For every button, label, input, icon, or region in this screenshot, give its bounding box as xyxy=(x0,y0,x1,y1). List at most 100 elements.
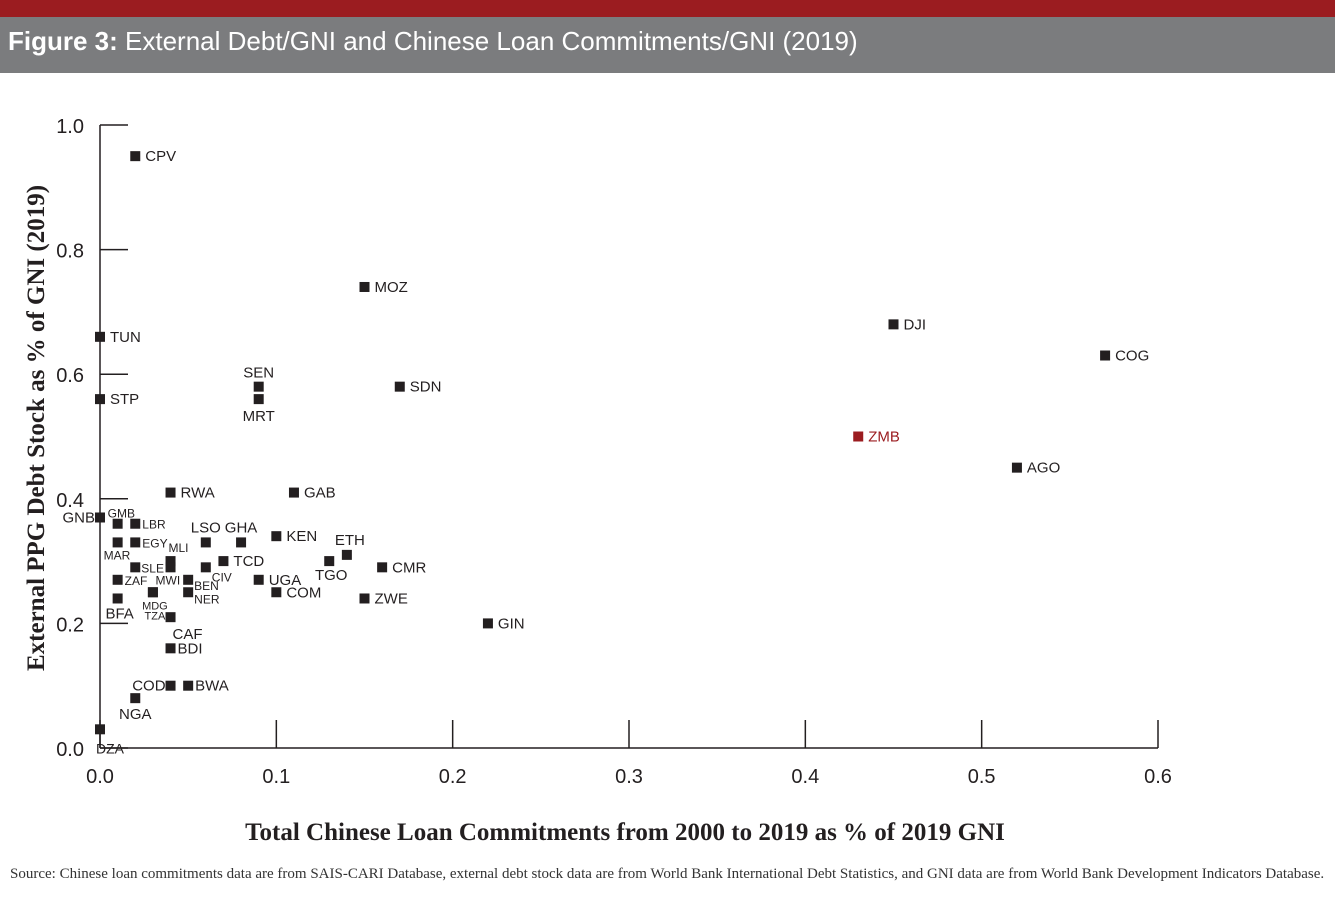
point-gmb xyxy=(112,518,123,529)
point-label-bfa: BFA xyxy=(105,605,133,622)
point-label-nga: NGA xyxy=(119,706,152,723)
point-label-gmb: GMB xyxy=(108,507,135,521)
point-bwa xyxy=(183,680,194,691)
y-tick-label: 0.0 xyxy=(56,739,84,761)
scatter-chart: 0.00.20.40.60.81.00.0 0.1 0.2 0.3 0.4 0.5 0.6 … xyxy=(23,116,1172,846)
point-zwe xyxy=(359,593,370,604)
point-label-rwa: RWA xyxy=(181,485,215,502)
point-label-cpv: CPV xyxy=(145,148,176,165)
point-label-ner: NER xyxy=(194,592,220,606)
point-label-cod: COD xyxy=(132,678,166,695)
point-civ xyxy=(200,562,211,573)
point-label-tgo: TGO xyxy=(315,567,348,584)
figure-title-bar: Figure 3: External Debt/GNI and Chinese … xyxy=(0,17,1335,73)
point-ben xyxy=(183,574,194,585)
y-axis-title: External PPG Debt Stock as % of GNI (201… xyxy=(23,185,50,671)
point-label-mwi: MWI xyxy=(156,573,181,587)
point-label-lso: LSO xyxy=(191,519,221,536)
top-accent-bar xyxy=(0,0,1335,17)
point-label-cmr: CMR xyxy=(392,559,426,576)
point-tcd xyxy=(218,556,229,567)
point-label-ben: BEN xyxy=(194,579,219,593)
point-lso xyxy=(200,537,211,548)
point-gab xyxy=(288,487,299,498)
point-label-stp: STP xyxy=(110,391,139,408)
y-tick-label: 1.0 xyxy=(56,116,84,138)
point-label-gnb: GNB xyxy=(62,509,95,526)
x-tick-label: 0.1 xyxy=(262,766,290,788)
point-stp xyxy=(95,394,105,405)
point-mwi xyxy=(165,562,176,573)
point-bdi xyxy=(165,643,176,654)
x-tick-label: 0.5 xyxy=(968,766,996,788)
point-labels: CPV MOZ DJI COG TUN SEN MRT SDN STP ZMB AGO RWA GAB G… xyxy=(62,148,1149,756)
point-label-zwe: ZWE xyxy=(375,590,408,607)
figure-number: Figure 3: xyxy=(8,26,118,56)
point-dza xyxy=(95,724,105,735)
point-egy xyxy=(130,537,141,548)
point-cmr xyxy=(377,562,388,573)
point-mrt xyxy=(253,394,264,405)
point-label-ken: KEN xyxy=(286,528,317,545)
point-label-lbr: LBR xyxy=(142,518,166,532)
point-lbr xyxy=(130,518,141,529)
point-label-gha: GHA xyxy=(225,519,258,536)
point-label-dza: DZA xyxy=(96,740,125,756)
x-tick-label: 0.6 xyxy=(1144,766,1172,788)
point-label-sen: SEN xyxy=(243,365,274,382)
point-cod xyxy=(165,680,176,691)
x-tick-label: 0.3 xyxy=(615,766,643,788)
point-cog xyxy=(1100,350,1111,361)
point-zmb xyxy=(853,431,864,442)
point-uga xyxy=(253,574,264,585)
point-label-tun: TUN xyxy=(110,329,141,346)
y-tick-label: 0.8 xyxy=(56,241,84,263)
point-com xyxy=(271,587,282,598)
point-tun xyxy=(95,331,105,342)
point-label-gab: GAB xyxy=(304,485,336,502)
point-label-mdg: MDG xyxy=(142,600,168,612)
point-bfa xyxy=(112,593,123,604)
point-label-com: COM xyxy=(286,584,321,601)
point-label-bwa: BWA xyxy=(195,678,229,695)
point-tgo xyxy=(324,556,335,567)
point-gha xyxy=(236,537,247,548)
point-label-zmb: ZMB xyxy=(868,429,900,446)
point-label-civ: CIV xyxy=(212,570,232,584)
point-label-caf: CAF xyxy=(173,626,203,643)
point-label-sdn: SDN xyxy=(410,379,442,396)
point-ago xyxy=(1011,462,1022,473)
y-tick-label: 0.4 xyxy=(56,490,84,512)
point-sdn xyxy=(394,381,405,392)
point-caf xyxy=(165,612,176,623)
source-note: Source: Chinese loan commitments data ar… xyxy=(10,866,1325,882)
point-label-mar: MAR xyxy=(104,548,131,562)
point-label-tza: TZA xyxy=(145,610,166,622)
point-gnb xyxy=(95,512,105,523)
point-label-zaf: ZAF xyxy=(125,574,148,588)
point-ken xyxy=(271,531,282,542)
point-cpv xyxy=(130,151,141,162)
point-label-sle: SLE xyxy=(141,561,164,575)
point-rwa xyxy=(165,487,176,498)
point-label-eth: ETH xyxy=(335,532,365,549)
point-label-mrt: MRT xyxy=(243,408,275,425)
point-mli xyxy=(165,556,176,567)
point-nga xyxy=(130,693,141,704)
point-label-uga: UGA xyxy=(269,572,302,589)
point-gin xyxy=(482,618,493,629)
point-mar xyxy=(112,537,123,548)
point-label-bdi: BDI xyxy=(178,640,203,657)
point-moz xyxy=(359,281,370,292)
point-label-gin: GIN xyxy=(498,615,525,632)
axes: 0.0 0.2 0.4 0.6 0.8 1.0 0.0 0.1 0.2 0.3 0.4 0.5 0.6 xyxy=(56,116,1172,788)
point-sen xyxy=(253,381,264,392)
point-zaf xyxy=(112,574,123,585)
figure-title-text: External Debt/GNI and Chinese Loan Commi… xyxy=(117,26,858,56)
point-eth xyxy=(341,549,352,560)
point-label-tcd: TCD xyxy=(233,553,264,570)
point-label-moz: MOZ xyxy=(375,279,408,296)
point-label-mli: MLI xyxy=(169,541,189,555)
point-dji xyxy=(888,319,899,330)
y-tick-label: 0.6 xyxy=(56,365,84,387)
